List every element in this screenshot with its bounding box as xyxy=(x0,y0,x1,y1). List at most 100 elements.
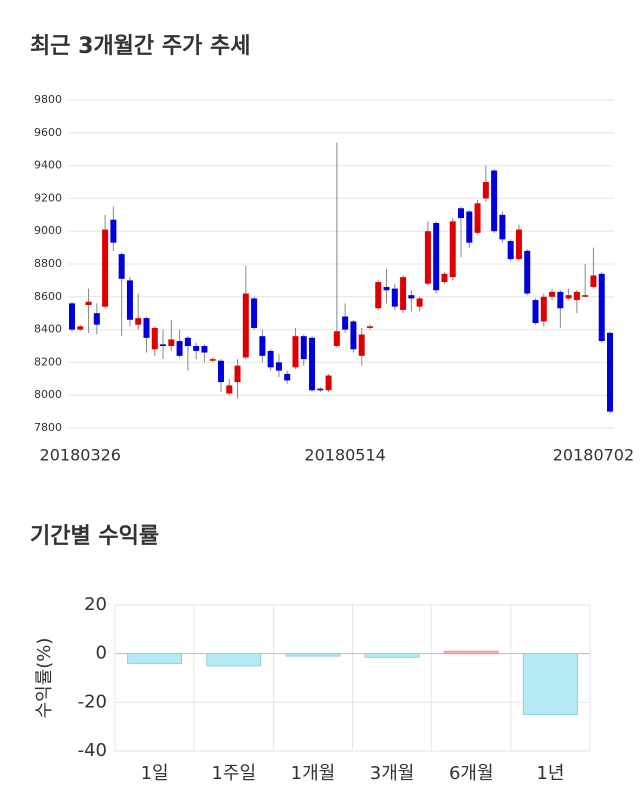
candle-body xyxy=(93,313,100,325)
x-tick-label: 1일 xyxy=(141,763,169,784)
candle-body xyxy=(193,346,200,351)
candle-body xyxy=(201,346,208,353)
candle-body xyxy=(474,203,481,233)
candle-body xyxy=(424,231,431,284)
y-tick-label: 0 xyxy=(96,643,107,664)
candle-body xyxy=(565,295,572,299)
y-tick-label: 8800 xyxy=(34,257,62,270)
candle-body xyxy=(184,337,191,346)
candle-body xyxy=(549,291,556,297)
candle-body xyxy=(466,211,473,243)
candle-body xyxy=(267,350,274,368)
candle-body xyxy=(275,362,282,371)
candle-body xyxy=(160,344,167,346)
bar xyxy=(443,650,499,655)
candle-body xyxy=(515,229,522,260)
candle-body xyxy=(69,303,75,330)
candle-body xyxy=(85,301,92,305)
candle-body xyxy=(458,208,465,219)
y-tick-label: 20 xyxy=(84,594,107,615)
y-axis-label: 수익률(%) xyxy=(34,638,55,719)
candle-body xyxy=(176,341,183,356)
candle-body xyxy=(143,318,150,338)
candle-body xyxy=(292,336,299,368)
candle-body xyxy=(433,223,440,291)
candle-body xyxy=(482,182,489,199)
candle-body xyxy=(540,296,547,322)
x-tick-label: 20180326 xyxy=(40,446,121,465)
candle-body xyxy=(590,275,597,287)
candle-body xyxy=(499,214,506,240)
candle-body xyxy=(234,365,241,383)
y-tick-label: 8200 xyxy=(34,355,62,368)
x-tick-label: 1개월 xyxy=(291,763,336,784)
x-tick-label: 20180514 xyxy=(304,446,385,465)
x-tick-label: 6개월 xyxy=(449,763,494,784)
y-tick-label: 9800 xyxy=(34,93,62,106)
candle-body xyxy=(449,221,456,278)
candle-body xyxy=(375,282,382,309)
candle-body xyxy=(226,385,233,394)
x-tick-label: 1년 xyxy=(536,763,564,784)
candle-body xyxy=(524,250,531,294)
candle-body xyxy=(342,316,349,330)
candle-body xyxy=(598,273,605,342)
y-tick-label: 9000 xyxy=(34,224,62,237)
candle-body xyxy=(317,388,324,391)
candle-body xyxy=(325,375,332,391)
candle-body xyxy=(507,241,514,260)
candle-body xyxy=(441,273,448,283)
candle-body xyxy=(557,291,564,309)
candle-body xyxy=(77,326,84,330)
candle-body xyxy=(168,339,175,346)
candle-body xyxy=(607,332,613,412)
candle-body xyxy=(383,286,390,291)
candle-body xyxy=(209,359,216,361)
candle-body xyxy=(391,288,398,307)
candle-body xyxy=(135,318,142,325)
y-tick-label: -40 xyxy=(78,740,107,761)
x-tick-label: 20180702 xyxy=(553,446,634,465)
candle-body xyxy=(532,300,539,324)
candle-body xyxy=(416,298,423,307)
y-tick-label: 7800 xyxy=(34,421,62,434)
candle-body xyxy=(366,326,373,328)
chart-title: 기간별 수익률 xyxy=(30,524,159,549)
candle-body xyxy=(259,336,266,356)
candle-body xyxy=(350,321,357,350)
candle-body xyxy=(118,254,125,279)
candle-body xyxy=(358,334,365,356)
candle-body xyxy=(217,360,224,383)
candle-body xyxy=(151,327,158,350)
bar xyxy=(127,653,183,664)
candle-body xyxy=(491,170,498,232)
bar xyxy=(206,653,262,667)
candle-body xyxy=(300,336,307,360)
candle-body xyxy=(102,229,109,307)
bar xyxy=(285,653,341,657)
candle-body xyxy=(582,295,589,297)
x-tick-label: 1주일 xyxy=(211,763,256,784)
x-tick-label: 3개월 xyxy=(370,763,415,784)
candle-body xyxy=(400,277,407,310)
bar xyxy=(522,653,578,716)
y-tick-label: -20 xyxy=(78,691,107,712)
candle-body xyxy=(333,331,340,346)
chart-title: 최근 3개월간 주가 추세 xyxy=(30,34,250,59)
y-tick-label: 8600 xyxy=(34,290,62,303)
candle-body xyxy=(284,373,291,381)
y-tick-label: 9200 xyxy=(34,191,62,204)
candle-body xyxy=(251,298,258,328)
candle-body xyxy=(126,280,133,320)
candle-body xyxy=(110,219,117,243)
y-tick-label: 9600 xyxy=(34,126,62,139)
candle-body xyxy=(309,337,316,391)
candle-body xyxy=(242,293,249,358)
candle-body xyxy=(408,295,415,299)
y-tick-label: 9400 xyxy=(34,159,62,172)
y-tick-label: 8400 xyxy=(34,323,62,336)
bar xyxy=(364,653,420,658)
y-tick-label: 8000 xyxy=(34,388,62,401)
candle-body xyxy=(573,291,580,301)
